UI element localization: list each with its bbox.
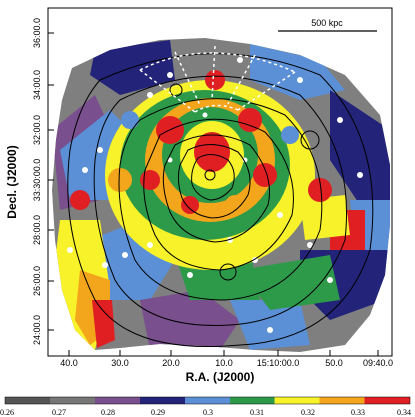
y-tick-label: 28:00.0 [32,215,42,245]
x-axis-label: R.A. (J2000) [186,370,255,384]
y-tick-label: 36:00.0 [32,18,42,48]
xray-contours [67,53,374,348]
colorbar-tick-label: 0.32 [301,408,315,417]
colorbar-tick-label: 0.28 [101,408,115,417]
colorbar [4,396,411,405]
colorbar-tick-label: 0.33 [351,408,365,417]
colorbar-tick-label: 0.26 [0,408,14,417]
x-tick-label: 15:10:00.0 [257,358,300,368]
colorbar-tick-label: 0.29 [151,408,165,417]
y-tick-label: 26:00.0 [32,266,42,296]
sector-annotation [139,45,296,113]
x-axis-ticks [68,350,379,356]
y-tick-label: 24:00.0 [32,315,42,345]
y-axis-label: Decl. (J2000) [5,145,19,218]
colorbar-tick-label: 0.31 [250,408,264,417]
scale-bar-label: 500 kpc [311,18,343,28]
x-tick-label: 20.0 [162,358,180,368]
x-tick-label: 40.0 [60,358,78,368]
x-tick-label: 30.0 [111,358,129,368]
x-tick-label: 09:40.0 [363,358,393,368]
x-tick-label: 10.0 [215,358,233,368]
x-tick-label: 50.0 [325,358,343,368]
colorbar-tick-label: 0.3 [203,408,213,417]
colorbar-tick-label: 0.34 [397,408,411,417]
abundance-map [52,38,390,352]
y-axis-ticks [48,32,54,331]
y-tick-label: 33:30:00.0 [32,159,42,202]
colorbar-tick-label: 0.27 [52,408,66,417]
y-tick-label: 34:00.0 [32,70,42,100]
y-tick-label: 32:00.0 [32,115,42,145]
